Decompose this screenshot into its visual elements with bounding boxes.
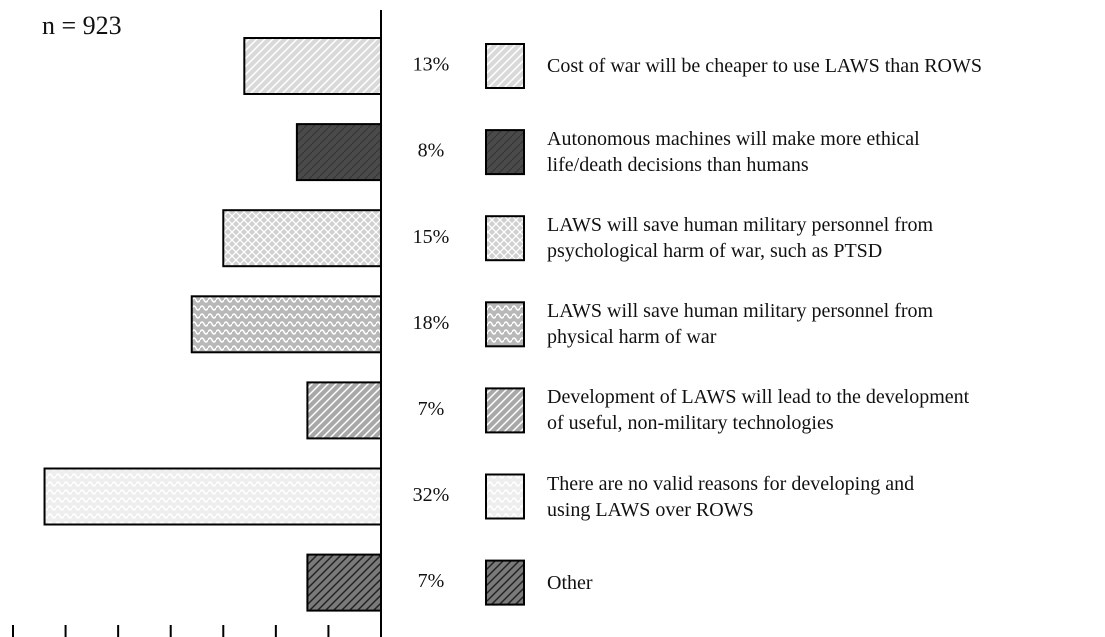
legend-swatch <box>485 129 525 176</box>
value-label: 15% <box>413 226 450 248</box>
bar <box>306 553 382 612</box>
legend-label: LAWS will save human military personnel … <box>547 300 934 349</box>
bar <box>306 381 382 440</box>
value-label: 7% <box>418 570 445 592</box>
legend-label: Development of LAWS will lead to the dev… <box>547 386 970 435</box>
annotation: n = 923 <box>42 11 122 40</box>
legend-label: Autonomous machines will make more ethic… <box>547 128 920 177</box>
legend-swatch <box>485 43 525 89</box>
legend-swatch <box>485 473 525 520</box>
legend-label: Other <box>547 571 593 594</box>
legend-swatch <box>485 559 525 606</box>
legend-label: Cost of war will be cheaper to use LAWS … <box>547 55 982 77</box>
value-label: 32% <box>413 484 450 506</box>
legend-label: LAWS will save human military personnel … <box>547 214 934 263</box>
legend-swatch <box>485 301 525 348</box>
legend-swatch <box>485 387 525 434</box>
bar <box>222 209 382 268</box>
value-label: 8% <box>418 140 445 162</box>
bar <box>295 123 382 182</box>
legend-swatch <box>485 215 525 262</box>
value-label: 13% <box>413 54 450 76</box>
value-label: 18% <box>413 312 450 334</box>
bar <box>190 295 382 354</box>
legend-label: There are no valid reasons for developin… <box>547 472 915 521</box>
value-label: 7% <box>418 398 445 420</box>
bar <box>43 467 383 526</box>
bar <box>243 37 382 95</box>
